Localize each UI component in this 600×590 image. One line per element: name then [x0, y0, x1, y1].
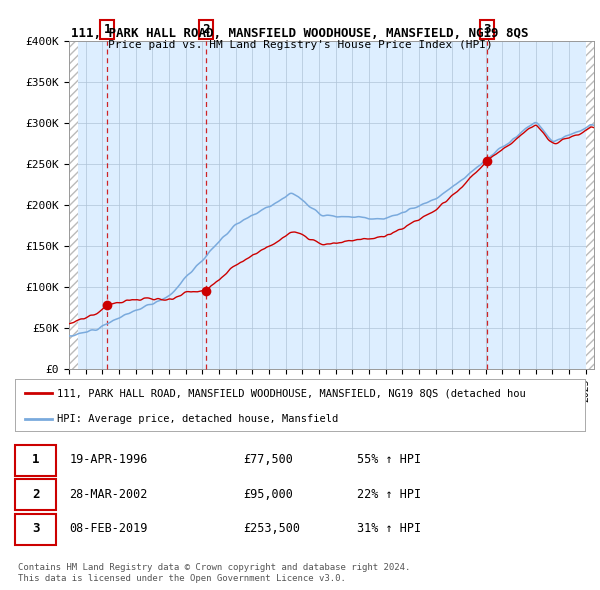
Text: Price paid vs. HM Land Registry's House Price Index (HPI): Price paid vs. HM Land Registry's House … — [107, 40, 493, 50]
Text: 2: 2 — [32, 487, 39, 501]
Bar — [586, 41, 594, 369]
Bar — [69, 41, 78, 369]
Text: 28-MAR-2002: 28-MAR-2002 — [69, 487, 148, 501]
Text: £77,500: £77,500 — [243, 453, 293, 466]
Text: £95,000: £95,000 — [243, 487, 293, 501]
Text: 1: 1 — [104, 23, 111, 36]
Text: 111, PARK HALL ROAD, MANSFIELD WOODHOUSE, MANSFIELD, NG19 8QS: 111, PARK HALL ROAD, MANSFIELD WOODHOUSE… — [71, 27, 529, 40]
Text: This data is licensed under the Open Government Licence v3.0.: This data is licensed under the Open Gov… — [18, 573, 346, 583]
Text: 31% ↑ HPI: 31% ↑ HPI — [357, 522, 421, 535]
Text: Contains HM Land Registry data © Crown copyright and database right 2024.: Contains HM Land Registry data © Crown c… — [18, 563, 410, 572]
Text: 111, PARK HALL ROAD, MANSFIELD WOODHOUSE, MANSFIELD, NG19 8QS (detached hou: 111, PARK HALL ROAD, MANSFIELD WOODHOUSE… — [56, 388, 526, 398]
FancyBboxPatch shape — [15, 479, 56, 510]
Text: 55% ↑ HPI: 55% ↑ HPI — [357, 453, 421, 466]
Text: HPI: Average price, detached house, Mansfield: HPI: Average price, detached house, Mans… — [56, 414, 338, 424]
Text: 3: 3 — [484, 23, 491, 36]
Text: 08-FEB-2019: 08-FEB-2019 — [69, 522, 148, 535]
Text: 19-APR-1996: 19-APR-1996 — [69, 453, 148, 466]
Text: £253,500: £253,500 — [243, 522, 300, 535]
Text: 3: 3 — [32, 522, 39, 535]
Text: 1: 1 — [32, 453, 39, 466]
FancyBboxPatch shape — [15, 445, 56, 476]
FancyBboxPatch shape — [15, 514, 56, 545]
Text: 2: 2 — [203, 23, 210, 36]
Text: 22% ↑ HPI: 22% ↑ HPI — [357, 487, 421, 501]
